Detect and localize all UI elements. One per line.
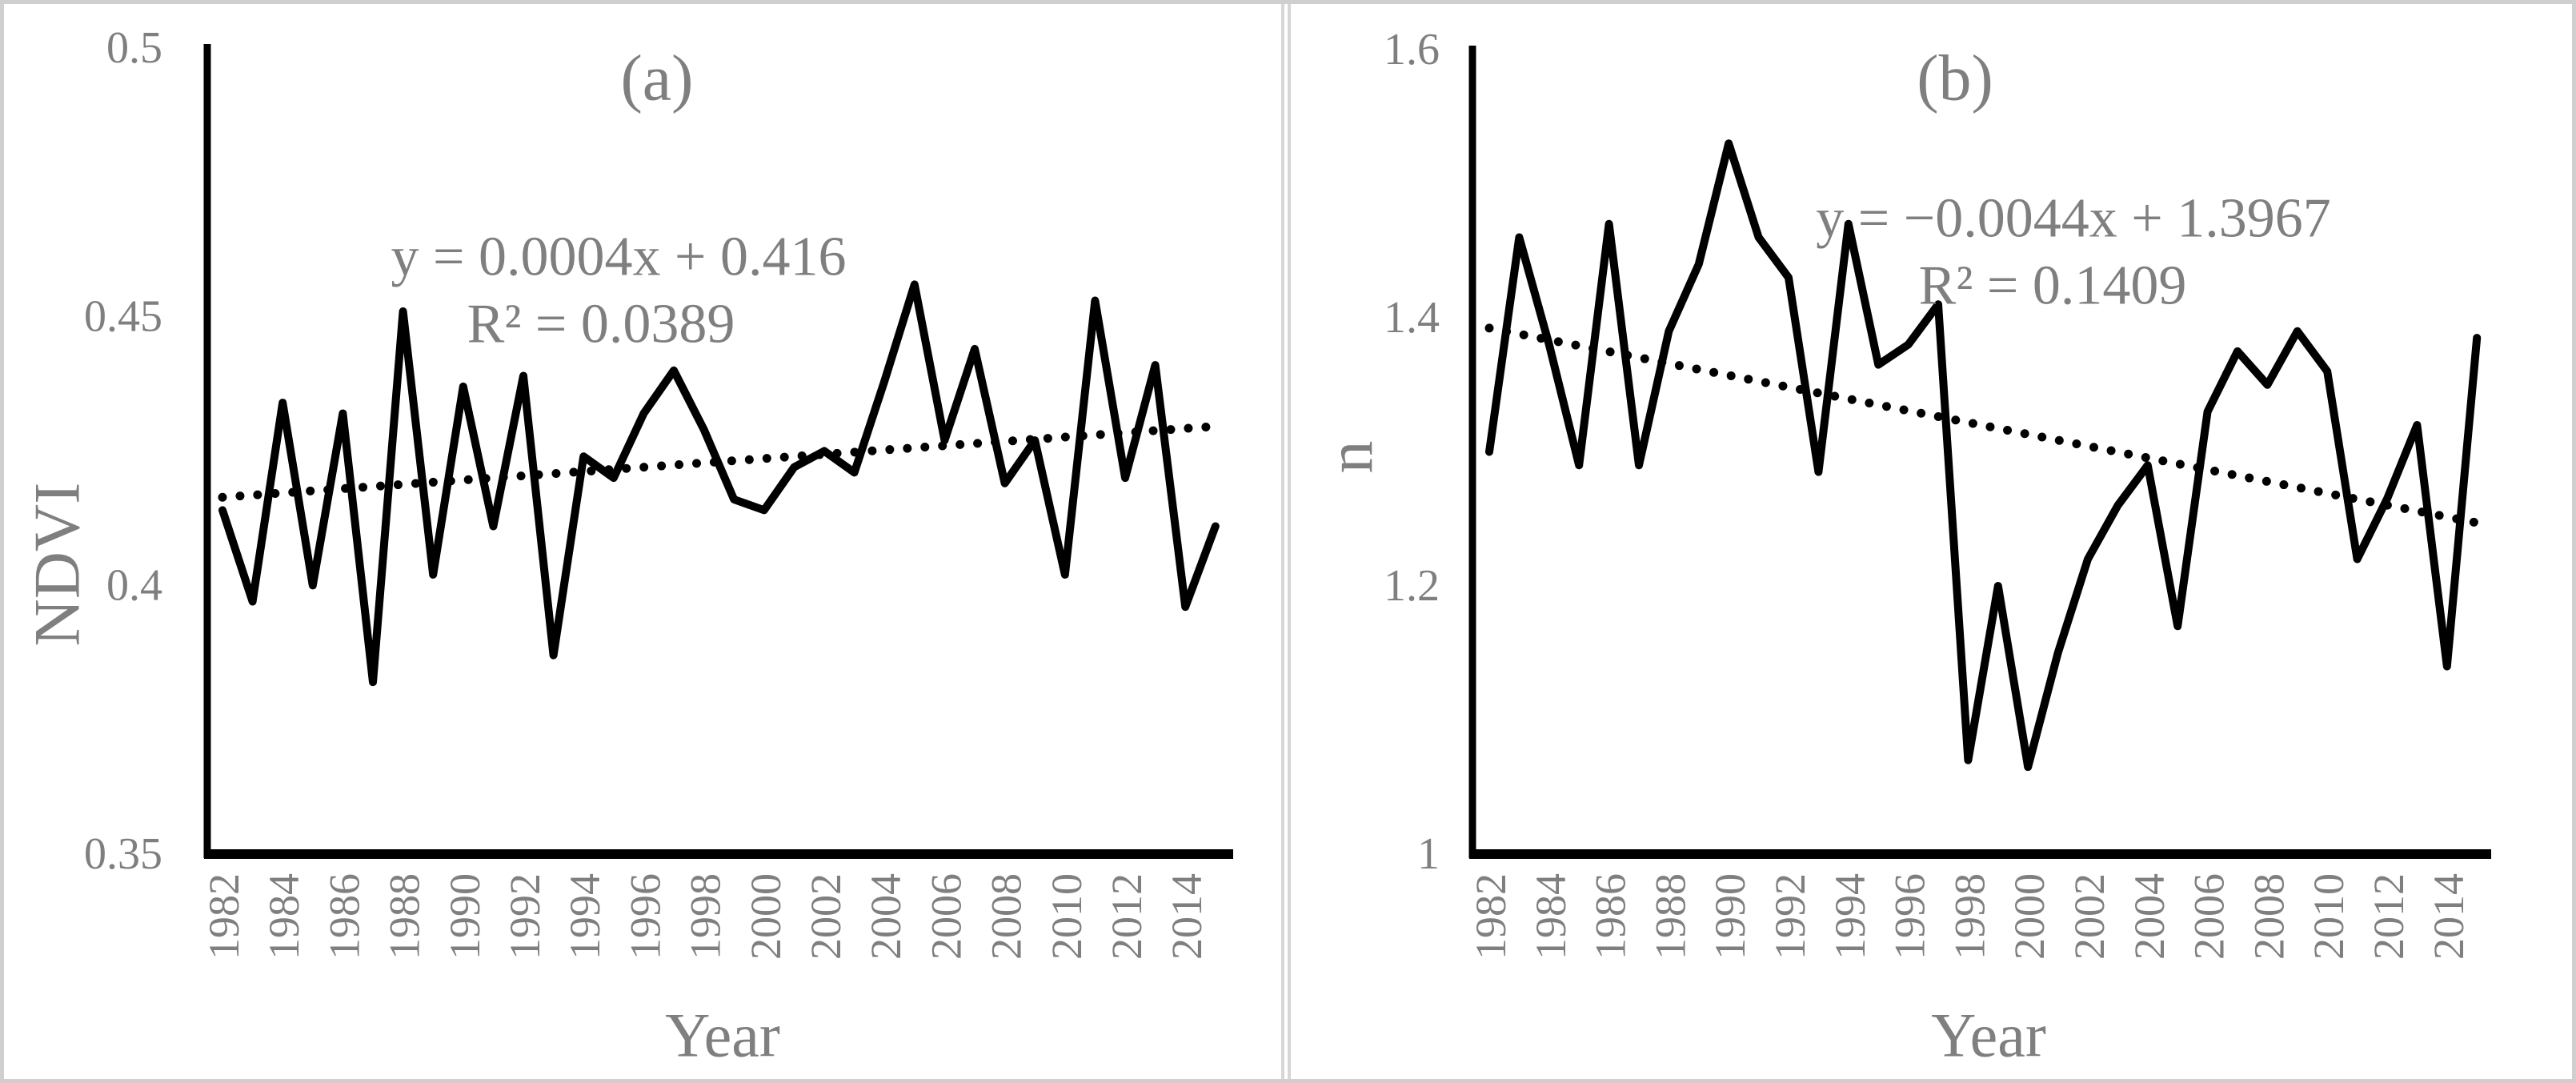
x-tick-label: 1990 [1706, 873, 1754, 960]
trendline [218, 422, 1220, 502]
x-tick-label: 1986 [320, 873, 368, 960]
trendline-equation-line-2: R² = 0.1409 [1919, 255, 2187, 317]
x-tick-label: 2012 [1103, 873, 1151, 960]
x-tick-label: 2006 [922, 873, 970, 960]
y-axis-title: n [1314, 441, 1387, 474]
x-tick-label: 1992 [501, 873, 549, 960]
x-tick-label: 2014 [2425, 873, 2473, 960]
x-tick-label: 1998 [1945, 873, 1993, 960]
panel-divider-left [1281, 4, 1284, 1079]
panel-title: (b) [1917, 42, 1993, 114]
x-tick-label: 2012 [2365, 873, 2413, 960]
x-tick-label: 2006 [2185, 873, 2233, 960]
trendline-equation-line-2: R² = 0.0389 [467, 294, 735, 355]
x-tick-label: 1994 [1826, 873, 1874, 960]
x-tick-label: 2000 [742, 873, 790, 960]
x-tick-label: 2008 [2245, 873, 2293, 960]
x-axis-title: Year [665, 1001, 780, 1070]
chart-panel-a: 0.5 0.45 0.4 0.35 1982 1984 1986 1988 1990 1992 19… [4, 4, 1281, 1079]
x-tick-label: 2004 [2125, 873, 2173, 960]
y-tick-label: 0.5 [106, 23, 162, 73]
y-tick-label: 1.2 [1384, 561, 1440, 611]
x-tick-label: 1982 [1467, 873, 1515, 960]
chart-panel-b: 1.6 1.4 1.2 1 1982 1984 1986 1988 1990 1992 1994 19… [1291, 4, 2572, 1079]
y-tick-label: 0.35 [84, 829, 162, 879]
x-tick-label: 1984 [260, 873, 308, 960]
y-tick-label: 1.4 [1384, 293, 1440, 343]
x-tick-label: 2010 [2305, 873, 2353, 960]
x-tick-label: 1996 [1886, 873, 1934, 960]
data-series-line [1485, 139, 2482, 772]
panel-title: (a) [620, 42, 693, 114]
y-tick-label: 1 [1417, 829, 1440, 879]
x-tick-label: 1984 [1527, 873, 1575, 960]
x-tick-label: 1994 [561, 873, 609, 960]
x-tick-label: 1996 [621, 873, 669, 960]
y-tick-label: 1.6 [1384, 25, 1440, 74]
x-tick-label: 1990 [441, 873, 489, 960]
y-tick-label: 0.45 [84, 292, 162, 342]
x-tick-label: 1982 [200, 873, 248, 960]
x-tick-label: 1998 [682, 873, 730, 960]
x-tick-label: 1992 [1766, 873, 1814, 960]
y-tick-label: 0.4 [106, 560, 162, 610]
panel-divider-right [1288, 4, 1291, 1079]
trendline-equation-line-1: y = −0.0044x + 1.3967 [1816, 188, 2330, 250]
x-tick-label: 2008 [983, 873, 1031, 960]
x-tick-label: 1986 [1587, 873, 1635, 960]
trendline-equation-line-1: y = 0.0004x + 0.416 [391, 227, 847, 288]
x-tick-label: 2004 [862, 873, 910, 960]
x-tick-label: 2000 [2005, 873, 2053, 960]
x-tick-label: 1988 [1646, 873, 1694, 960]
data-series-line [218, 280, 1220, 687]
x-tick-label: 1988 [381, 873, 429, 960]
x-tick-label: 2002 [802, 873, 850, 960]
x-axis-title: Year [1931, 1001, 2046, 1070]
x-tick-label: 2010 [1043, 873, 1091, 960]
y-axis-title: NDVI [21, 483, 94, 647]
x-tick-label: 2002 [2065, 873, 2113, 960]
x-tick-label: 2014 [1163, 873, 1211, 960]
